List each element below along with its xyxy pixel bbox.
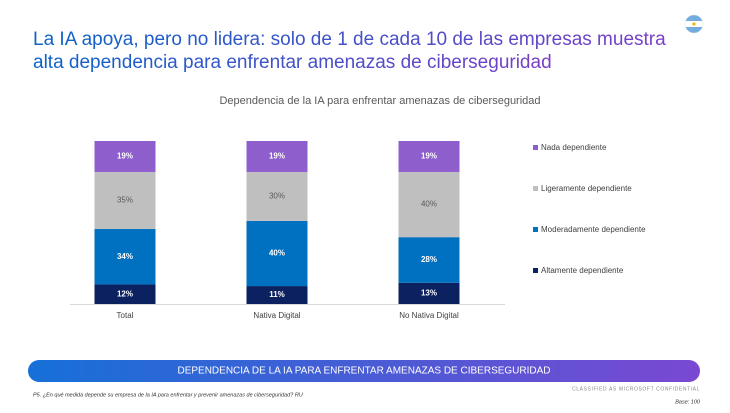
bar-segment <box>246 141 308 172</box>
x-tick-label: Total <box>117 311 134 320</box>
value-label: 11% <box>269 290 285 299</box>
value-label: 28% <box>421 255 437 264</box>
value-label: 40% <box>421 200 437 209</box>
bar-segment <box>398 237 460 283</box>
value-label: 13% <box>421 289 437 298</box>
bar-segment <box>246 171 308 221</box>
bar-segment <box>94 141 156 172</box>
bar-segment <box>398 282 460 304</box>
value-label: 12% <box>117 289 133 298</box>
bar-segment <box>94 171 156 230</box>
base: Base: 100 <box>675 399 701 405</box>
x-tick-label: No Nativa Digital <box>399 311 459 320</box>
value-label: 19% <box>421 152 437 161</box>
legend-swatch <box>533 186 538 191</box>
value-label: 19% <box>117 152 133 161</box>
value-label: 35% <box>117 196 133 205</box>
classification: CLASSIFIED AS MICROSOFT CONFIDENTIAL <box>572 386 700 392</box>
bar-segment <box>94 229 156 285</box>
bar-segment <box>398 141 460 172</box>
value-label: 34% <box>117 252 133 261</box>
legend-label: Nada dependiente <box>541 143 607 152</box>
legend-swatch <box>533 268 538 273</box>
flag <box>684 14 704 34</box>
banner-text: DEPENDENCIA DE LA IA PARA ENFRENTAR AMEN… <box>177 366 550 377</box>
legend-label: Moderadamente dependiente <box>541 225 646 234</box>
bar-segment <box>246 286 308 304</box>
headline: La IA apoya, pero no lidera: solo de 1 d… <box>33 29 666 50</box>
chart-title: Dependencia de la IA para enfrentar amen… <box>219 95 540 107</box>
footnote: P5. ¿En qué medida depende su empresa de… <box>33 392 303 398</box>
value-label: 40% <box>269 249 285 258</box>
legend-label: Ligeramente dependiente <box>541 184 632 193</box>
legend-swatch <box>533 145 538 150</box>
x-tick-label: Nativa Digital <box>253 311 300 320</box>
banner <box>28 360 700 382</box>
value-label: 30% <box>269 192 285 201</box>
bar-segment <box>94 284 156 304</box>
bar-segment <box>398 171 460 238</box>
headline: alta dependencia para enfrentar amenazas… <box>33 52 552 73</box>
legend-swatch <box>533 227 538 232</box>
value-label: 19% <box>269 152 285 161</box>
bar-segment <box>246 220 308 287</box>
legend-label: Altamente dependiente <box>541 266 624 275</box>
